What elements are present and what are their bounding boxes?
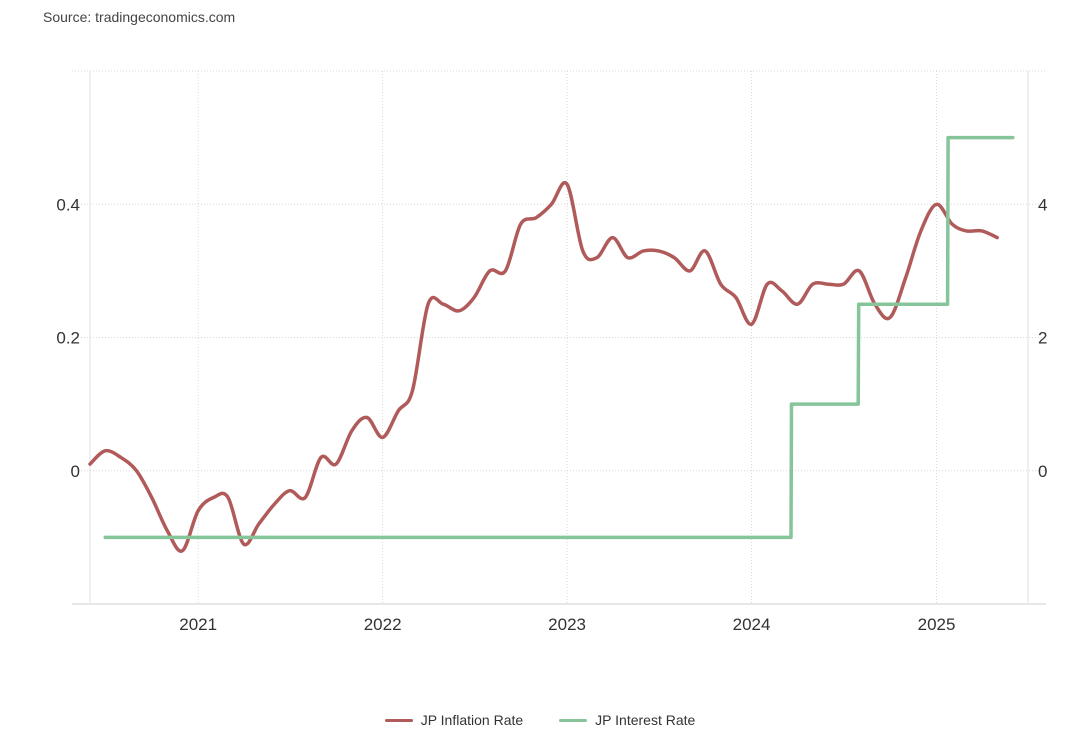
series-lines xyxy=(88,135,1015,553)
x-tick-label: 2024 xyxy=(733,615,771,634)
legend-item-inflation[interactable]: JP Inflation Rate xyxy=(384,712,524,728)
source-label: Source: tradingeconomics.com xyxy=(43,9,236,25)
y-right-tick-label: 2 xyxy=(1038,329,1047,348)
y-right-tick-label: 4 xyxy=(1038,195,1047,214)
x-tick-label: 2021 xyxy=(179,615,217,634)
axes xyxy=(72,71,1046,605)
legend-label-inflation: JP Inflation Rate xyxy=(420,712,524,728)
x-tick-label: 2025 xyxy=(918,615,956,634)
legend-swatch-inflation xyxy=(384,718,413,722)
y-right-tick-label: 0 xyxy=(1038,462,1047,481)
legend: JP Inflation Rate JP Interest Rate xyxy=(0,712,1080,728)
line-chart: 2021 2022 2023 2024 2025 0 0.2 0.4 0 2 4 xyxy=(56,70,1047,634)
grid-lines xyxy=(72,70,1046,604)
y-left-tick-label: 0 xyxy=(71,462,80,481)
legend-swatch-interest xyxy=(559,718,588,722)
x-tick-label: 2022 xyxy=(364,615,402,634)
y-left-tick-label: 0.4 xyxy=(56,195,80,214)
x-tick-label: 2023 xyxy=(548,615,586,634)
legend-label-interest: JP Interest Rate xyxy=(595,712,696,728)
y-left-tick-label: 0.2 xyxy=(56,329,80,348)
series-line-interest[interactable] xyxy=(103,135,1015,540)
tick-labels: 2021 2022 2023 2024 2025 0 0.2 0.4 0 2 4 xyxy=(56,195,1047,634)
series-line-inflation[interactable] xyxy=(88,180,999,553)
legend-item-interest[interactable]: JP Interest Rate xyxy=(559,712,695,728)
